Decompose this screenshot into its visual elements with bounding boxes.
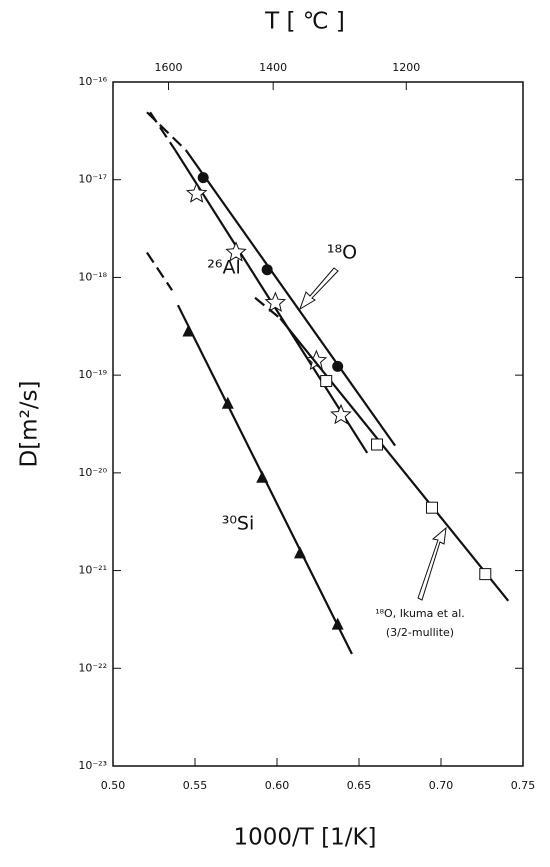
arrows bbox=[299, 267, 447, 601]
fit-line bbox=[279, 317, 510, 602]
y-tick-label: 10⁻¹⁷ bbox=[78, 173, 107, 186]
point bbox=[371, 438, 384, 451]
point bbox=[264, 291, 287, 312]
x-tick-label: 0.55 bbox=[183, 779, 208, 792]
y-tick-label: 10⁻²³ bbox=[78, 759, 107, 772]
x-tick-label: 0.75 bbox=[511, 779, 536, 792]
point bbox=[293, 546, 306, 559]
annotation: (3/2-mullite) bbox=[386, 626, 454, 639]
series-label: ¹⁸O, Ikuma et al. bbox=[375, 607, 465, 620]
point bbox=[331, 617, 344, 630]
point bbox=[479, 568, 492, 581]
y-tick-label: 10⁻¹⁶ bbox=[78, 75, 107, 88]
x-axis-title: 1000/T [1/K] bbox=[233, 825, 376, 851]
point bbox=[332, 360, 344, 372]
fit-line bbox=[185, 149, 396, 447]
y-axis-title: D[m²/s] bbox=[17, 380, 43, 467]
point bbox=[221, 396, 234, 409]
x-tick-label: 0.50 bbox=[101, 779, 126, 792]
x2-tick-label: 1600 bbox=[155, 61, 183, 74]
point bbox=[256, 470, 269, 483]
x2-tick-label: 1200 bbox=[392, 61, 420, 74]
point bbox=[197, 172, 209, 184]
series-label: ²⁶Al bbox=[207, 257, 241, 279]
x2-tick-label: 1400 bbox=[259, 61, 287, 74]
point bbox=[182, 324, 195, 337]
x-tick-label: 0.65 bbox=[347, 779, 372, 792]
point bbox=[305, 349, 328, 371]
series-label: ³⁰Si bbox=[222, 513, 255, 535]
plot-frame bbox=[112, 81, 524, 767]
y-tick-label: 10⁻¹⁹ bbox=[78, 368, 107, 381]
y-tick-label: 10⁻¹⁸ bbox=[78, 270, 107, 283]
point bbox=[225, 241, 247, 262]
x-tick-label: 0.60 bbox=[265, 779, 290, 792]
arrow bbox=[417, 526, 447, 601]
y-tick-label: 10⁻²² bbox=[78, 661, 107, 674]
point bbox=[185, 182, 208, 203]
fit-line-extension bbox=[254, 296, 281, 320]
fit-line-extension bbox=[146, 251, 173, 291]
point bbox=[261, 264, 273, 276]
point bbox=[320, 375, 333, 388]
top-axis-title: T [ ℃ ] bbox=[264, 9, 345, 35]
y-tick-label: 10⁻²⁰ bbox=[78, 466, 107, 479]
point bbox=[425, 501, 438, 514]
fit-line-extension bbox=[149, 111, 177, 151]
series-label: ¹⁸O bbox=[327, 242, 357, 264]
arrow bbox=[299, 267, 339, 311]
point bbox=[330, 403, 352, 425]
x-tick-label: 0.70 bbox=[429, 779, 454, 792]
y-tick-label: 10⁻²¹ bbox=[78, 564, 107, 577]
